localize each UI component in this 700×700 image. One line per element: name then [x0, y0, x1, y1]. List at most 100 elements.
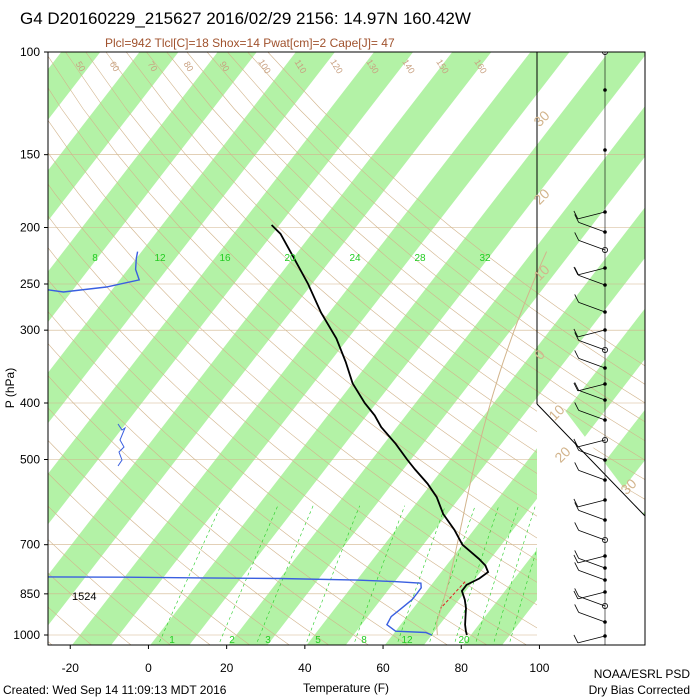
wind-barb-staff: [578, 222, 606, 233]
wind-marker: [603, 148, 607, 152]
wind-barb-flag: [574, 588, 580, 597]
theta-label: 30: [530, 107, 552, 129]
wind-barb-staff: [578, 410, 606, 421]
x-tick-label: 0: [145, 661, 152, 675]
dry-adiabat-label: 140: [400, 57, 416, 75]
wind-barb-flag: [573, 328, 579, 338]
wind-panel-diagonal: [536, 403, 645, 517]
wind-barb-flag: [573, 634, 579, 644]
mixing-ratio-bottom-label: 3: [265, 635, 271, 646]
dry-adiabat-line: [48, 572, 132, 645]
wind-barb-staff: [578, 302, 606, 313]
wind-barb-flag: [574, 267, 580, 276]
isotherm-band: [48, 52, 414, 525]
y-tick-label: 150: [20, 148, 40, 162]
chart-title: G4 D20160229_215627 2016/02/29 2156: 14.…: [20, 9, 471, 28]
y-tick-label: 500: [20, 452, 40, 466]
wind-barb-flag: [574, 294, 580, 303]
y-tick-label: 300: [20, 323, 40, 337]
wind-barb-staff: [578, 470, 606, 481]
isotherm-band: [228, 106, 645, 645]
wind-barb-staff: [578, 340, 606, 351]
dry-adiabat-line: [267, 52, 645, 367]
y-tick-label: 700: [20, 538, 40, 552]
parcel-curve: [436, 251, 548, 636]
wind-marker: [603, 88, 607, 92]
mixing-ratio-lines: [157, 505, 551, 645]
dry-adiabat-line: [48, 641, 53, 645]
mixing-ratio-line: [305, 505, 360, 645]
mixing-ratio-label: 28: [414, 253, 426, 264]
wind-barb-flag: [574, 604, 580, 613]
dry-adiabat-label: 70: [146, 60, 160, 74]
x-tick-label: 20: [220, 661, 234, 675]
organization-label: NOAA/ESRL PSD: [594, 667, 691, 681]
dry-adiabat-line: [227, 52, 645, 404]
dry-adiabat-line: [48, 279, 488, 645]
mixing-ratio-label: 32: [479, 253, 491, 264]
mixing-ratio-bottom-label: 1: [169, 635, 175, 646]
plot-frame: [47, 51, 646, 646]
temperature-line: [270, 224, 490, 636]
isotherm-band: [0, 39, 32, 650]
wind-marker: [602, 603, 609, 610]
dry-adiabat-line: [186, 52, 645, 442]
isobar-lines: [48, 52, 645, 636]
wind-barb-flag: [574, 232, 580, 241]
correction-note: Dry Bias Corrected: [589, 683, 690, 697]
wind-barb-flag: [574, 402, 580, 411]
dry-adiabat-line: [166, 52, 645, 461]
wind-barb-staff: [578, 596, 606, 607]
wind-barb-flag: [573, 266, 579, 276]
wind-barb-flag: [573, 554, 579, 564]
wind-barb-staff: [577, 383, 606, 392]
isotherm-band: [48, 52, 179, 221]
y-tick-label: 400: [20, 396, 40, 410]
wind-barb-flag: [574, 382, 580, 391]
wind-barb-staff: [578, 612, 606, 623]
x-tick-label: 60: [376, 661, 390, 675]
wind-panel-background: [537, 404, 645, 645]
isotherm-band: [150, 52, 645, 645]
wind-barb-flag: [573, 438, 579, 448]
wind-barb-flag: [574, 214, 580, 223]
dry-adiabat-line: [48, 343, 409, 645]
wind-barb-flag: [574, 562, 580, 571]
y-tick-label: 1000: [13, 628, 40, 642]
y-tick-label: 100: [20, 45, 40, 59]
dry-adiabat-line: [48, 472, 251, 645]
mixing-ratio-line: [255, 505, 314, 645]
x-tick-label: 40: [298, 661, 312, 675]
dry-adiabat-line: [48, 375, 369, 645]
mixing-ratio-line: [396, 505, 446, 645]
isotherm-band: [384, 308, 645, 645]
axis-ticks: [44, 51, 540, 649]
wind-barb-staff: [577, 329, 606, 338]
dry-adiabat-line: [48, 55, 645, 582]
wind-barb-staff: [577, 439, 606, 448]
dry-adiabat-label: 100: [256, 57, 272, 75]
wind-barb-staff: [578, 240, 606, 251]
dry-adiabat-label: 50: [74, 60, 88, 74]
wind-barb-flag: [573, 382, 579, 392]
wind-barb-flag: [574, 462, 580, 471]
wind-barb-flag: [574, 550, 580, 559]
wind-barb-staff: [578, 390, 606, 401]
dry-adiabat-label: 60: [108, 60, 122, 74]
x-tick-label: 100: [529, 661, 549, 675]
wind-marker: [602, 346, 609, 353]
mixing-ratio-label: 24: [349, 253, 361, 264]
mixing-ratio-bottom-label: 12: [401, 635, 413, 646]
mixing-ratio-label: 16: [219, 253, 231, 264]
mixing-ratio-label: 12: [154, 253, 166, 264]
dry-adiabat-line: [125, 52, 645, 500]
dewpoint-fragment: [117, 423, 127, 467]
chart-subtitle: Plcl=942 Tlcl[C]=18 Shox=14 Pwat[cm]=2 C…: [105, 36, 395, 50]
isotherm-band: [48, 52, 101, 120]
height-annotation: 1524: [72, 591, 96, 603]
wind-barb-flag: [574, 522, 580, 531]
dry-adiabat-line: [0, 52, 15, 647]
dry-adiabat-line: [48, 440, 290, 645]
wind-barb-flag: [574, 350, 580, 359]
